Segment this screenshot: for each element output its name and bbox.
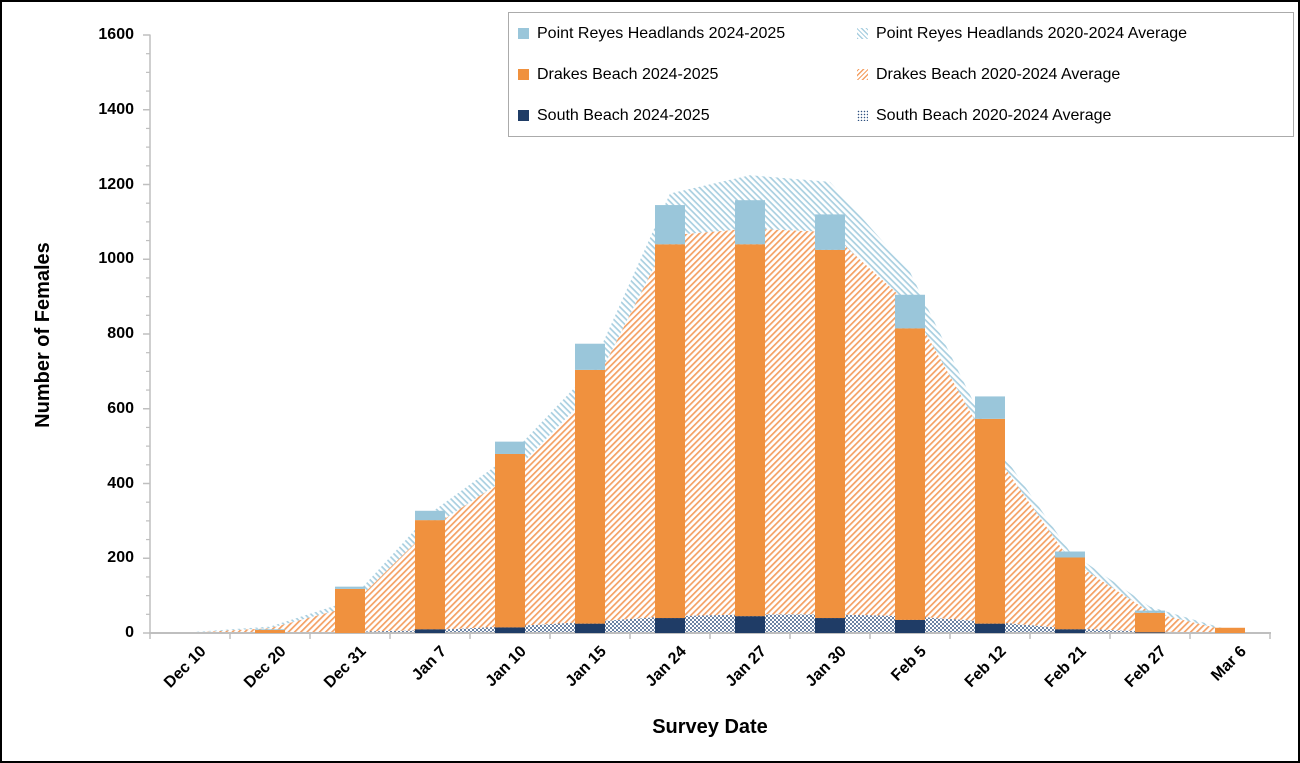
bar-south-beach [735, 616, 765, 633]
x-tick-label: Jan 10 [482, 643, 531, 691]
y-tick-label: 1200 [98, 175, 134, 193]
bar-point-reyes-headlands [655, 205, 685, 245]
x-tick-label: Feb 27 [1122, 643, 1171, 691]
legend-swatch-prh-solid [518, 28, 529, 39]
y-tick-label: 200 [107, 549, 134, 567]
x-tick-label: Jan 7 [409, 643, 451, 684]
x-tick-label: Mar 6 [1208, 643, 1251, 685]
area-drakes-beach-average [190, 228, 1230, 633]
y-tick-label: 0 [125, 624, 134, 641]
y-tick-label: 1000 [98, 250, 134, 268]
bar-south-beach [655, 618, 685, 633]
legend-swatch-db-solid [518, 69, 529, 80]
bar-point-reyes-headlands [1055, 551, 1085, 558]
bar-drakes-beach [735, 244, 765, 617]
bar-drakes-beach [895, 328, 925, 620]
y-tick-label: 1600 [98, 26, 134, 43]
bar-south-beach [575, 623, 605, 633]
bar-drakes-beach [415, 520, 445, 630]
legend-label: Drakes Beach 2020-2024 Average [876, 65, 1121, 83]
x-tick-label: Jan 15 [562, 643, 611, 691]
average-areas [190, 175, 1230, 633]
legend-item: Drakes Beach 2020-2024 Average [857, 66, 1293, 84]
bar-point-reyes-headlands [1135, 610, 1165, 613]
bar-drakes-beach [655, 244, 685, 619]
x-tick-label: Feb 21 [1042, 643, 1091, 691]
legend-label: Point Reyes Headlands 2024-2025 [537, 24, 786, 42]
bar-south-beach [1055, 629, 1085, 633]
legend-label: Drakes Beach 2024-2025 [537, 65, 719, 83]
x-axis-title: Survey Date [652, 716, 768, 738]
bar-south-beach [975, 623, 1005, 633]
y-axis-title: Number of Females [32, 242, 54, 428]
legend-item: Drakes Beach 2024-2025 [518, 66, 857, 84]
bar-drakes-beach [1135, 612, 1165, 633]
y-tick-label: 600 [107, 399, 134, 417]
bar-south-beach [1135, 632, 1165, 633]
bar-drakes-beach [495, 453, 525, 628]
y-tick-label: 400 [107, 474, 134, 492]
season-bars [255, 200, 1245, 633]
bar-drakes-beach [335, 588, 365, 633]
bar-point-reyes-headlands [335, 586, 365, 589]
y-tick-label: 1400 [98, 100, 134, 118]
bar-drakes-beach [255, 630, 285, 633]
legend-item: Point Reyes Headlands 2020-2024 Average [857, 25, 1293, 43]
x-tick-label: Feb 5 [888, 643, 931, 685]
legend-swatch-sb-dots [857, 110, 868, 121]
bar-drakes-beach [975, 418, 1005, 624]
x-tick-label: Dec 20 [241, 643, 291, 692]
bar-point-reyes-headlands [975, 396, 1005, 419]
bar-point-reyes-headlands [415, 510, 445, 521]
x-tick-label: Jan 27 [722, 643, 771, 691]
legend-swatch-sb-solid [518, 110, 529, 121]
bar-drakes-beach [575, 369, 605, 624]
x-tick-label: Jan 24 [642, 643, 691, 691]
bar-south-beach [815, 618, 845, 633]
legend-swatch-prh-hatch [857, 28, 868, 39]
bar-point-reyes-headlands [495, 441, 525, 454]
x-tick-label: Dec 31 [321, 643, 371, 692]
area-south-beach-average [190, 614, 1230, 633]
y-tick-label: 800 [107, 325, 134, 342]
bar-drakes-beach [815, 249, 845, 619]
bar-south-beach [895, 619, 925, 633]
legend-label: South Beach 2024-2025 [537, 106, 710, 124]
bar-point-reyes-headlands [895, 294, 925, 329]
legend: Point Reyes Headlands 2024-2025 Point Rey… [508, 12, 1294, 137]
bar-point-reyes-headlands [575, 343, 605, 370]
legend-item: Point Reyes Headlands 2024-2025 [518, 25, 857, 43]
legend-label: Point Reyes Headlands 2020-2024 Average [876, 24, 1188, 42]
legend-swatch-db-hatch [857, 69, 868, 80]
bar-drakes-beach [1215, 627, 1245, 633]
bar-south-beach [495, 627, 525, 633]
plot-area [143, 34, 1271, 639]
bar-point-reyes-headlands [255, 629, 285, 631]
x-tick-label: Dec 10 [161, 643, 211, 692]
x-tick-label: Jan 30 [802, 643, 851, 691]
bar-drakes-beach [1055, 557, 1085, 630]
x-tick-label: Feb 12 [962, 643, 1011, 691]
legend-item: South Beach 2024-2025 [518, 107, 857, 125]
bar-south-beach [415, 629, 445, 633]
legend-label: South Beach 2020-2024 Average [876, 106, 1112, 124]
bar-point-reyes-headlands [735, 200, 765, 245]
legend-item: South Beach 2020-2024 Average [857, 107, 1293, 125]
bar-point-reyes-headlands [815, 214, 845, 250]
